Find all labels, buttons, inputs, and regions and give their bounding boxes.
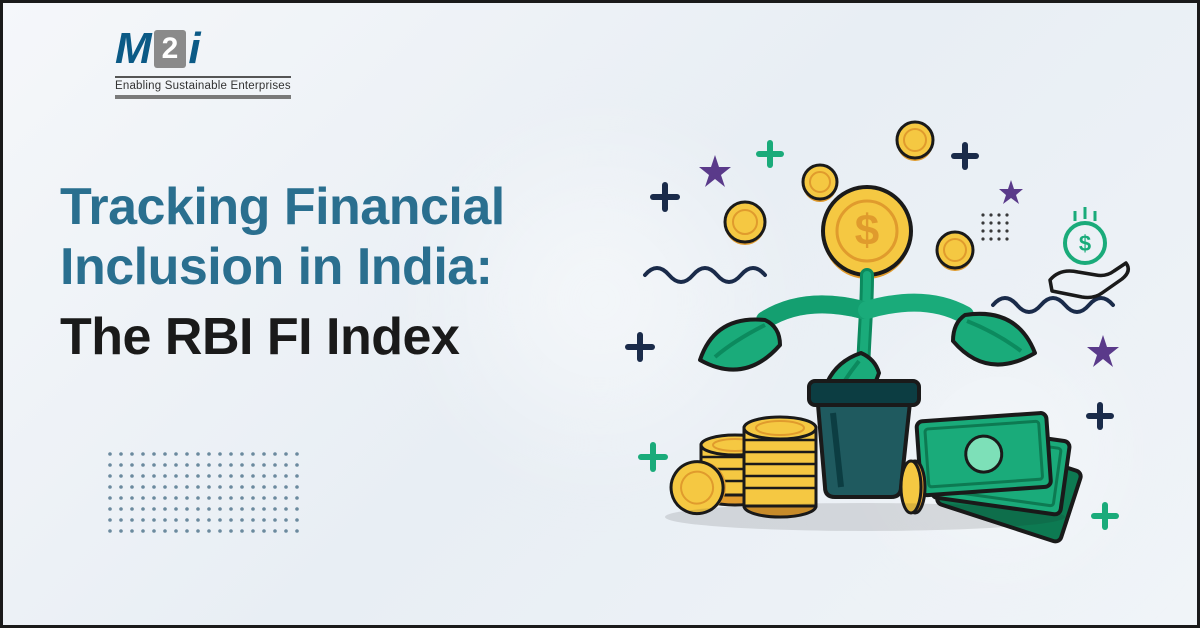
money-plant-illustration: $ $ xyxy=(605,115,1145,575)
main-heading: Tracking Financial Inclusion in India: T… xyxy=(60,178,600,368)
hand-coin-icon: $ xyxy=(1050,207,1128,298)
ground-shadow-icon xyxy=(665,503,1065,531)
decorative-dot-grid xyxy=(106,450,301,535)
svg-text:$: $ xyxy=(1079,231,1091,256)
logo-block: M 2 i Enabling Sustainable Enterprises xyxy=(115,24,291,99)
svg-text:$: $ xyxy=(855,206,879,255)
logo-letter-m: M xyxy=(115,24,150,74)
logo-letter-2: 2 xyxy=(154,30,187,68)
logo-letter-i: i xyxy=(188,24,200,74)
logo-mark: M 2 i xyxy=(115,24,291,74)
heading-line-2: The RBI FI Index xyxy=(60,306,600,368)
heading-line-1: Tracking Financial Inclusion in India: xyxy=(60,178,600,298)
logo-tagline: Enabling Sustainable Enterprises xyxy=(115,76,291,99)
dot-texture-icon xyxy=(981,213,1008,240)
coin-stack-icon xyxy=(666,417,816,518)
